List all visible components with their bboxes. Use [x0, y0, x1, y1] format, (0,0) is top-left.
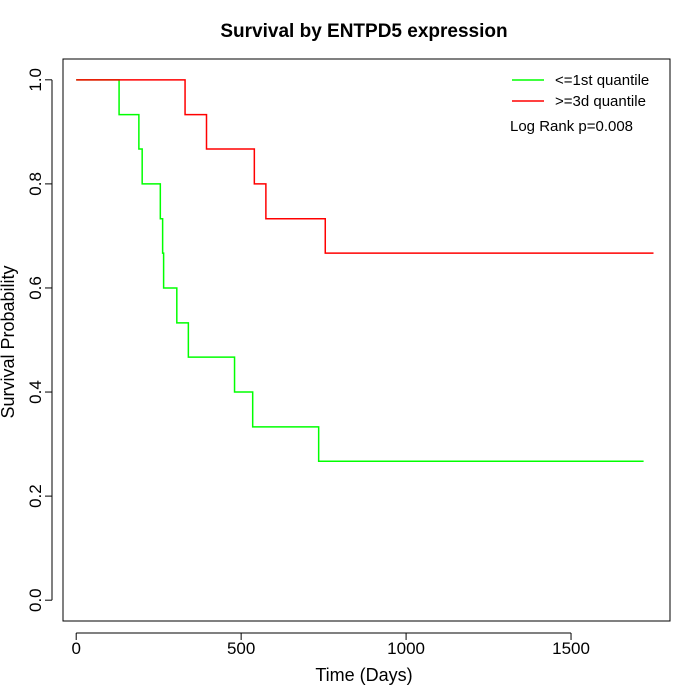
y-axis-label: Survival Probability [0, 265, 18, 418]
series-line-1 [76, 79, 644, 462]
plot-frame [62, 58, 671, 622]
series-layer [76, 79, 654, 462]
x-axis: 0 500 1000 1500 [71, 632, 590, 658]
chart-title: Survival by ENTPD5 expression [220, 21, 507, 42]
x-tick-label: 0 [71, 639, 80, 658]
y-tick-label: 1.0 [26, 68, 45, 92]
y-tick-label: 0.8 [26, 172, 45, 196]
x-tick-label: 500 [227, 639, 255, 658]
legend: <=1st quantile >=3d quantile [512, 72, 649, 110]
legend-label-2: >=3d quantile [555, 93, 646, 110]
y-axis: 0.0 0.2 0.4 0.6 0.8 1.0 [26, 68, 53, 612]
y-tick-label: 0.6 [26, 276, 45, 300]
x-tick-label: 1500 [552, 639, 590, 658]
x-tick-label: 1000 [387, 639, 425, 658]
y-tick-label: 0.4 [26, 380, 45, 404]
x-axis-label: Time (Days) [315, 665, 412, 685]
series-line-2 [76, 79, 654, 254]
y-tick-label: 0.0 [26, 588, 45, 612]
log-rank-annotation: Log Rank p=0.008 [510, 118, 633, 135]
y-tick-label: 0.2 [26, 484, 45, 508]
legend-label-1: <=1st quantile [555, 72, 649, 89]
